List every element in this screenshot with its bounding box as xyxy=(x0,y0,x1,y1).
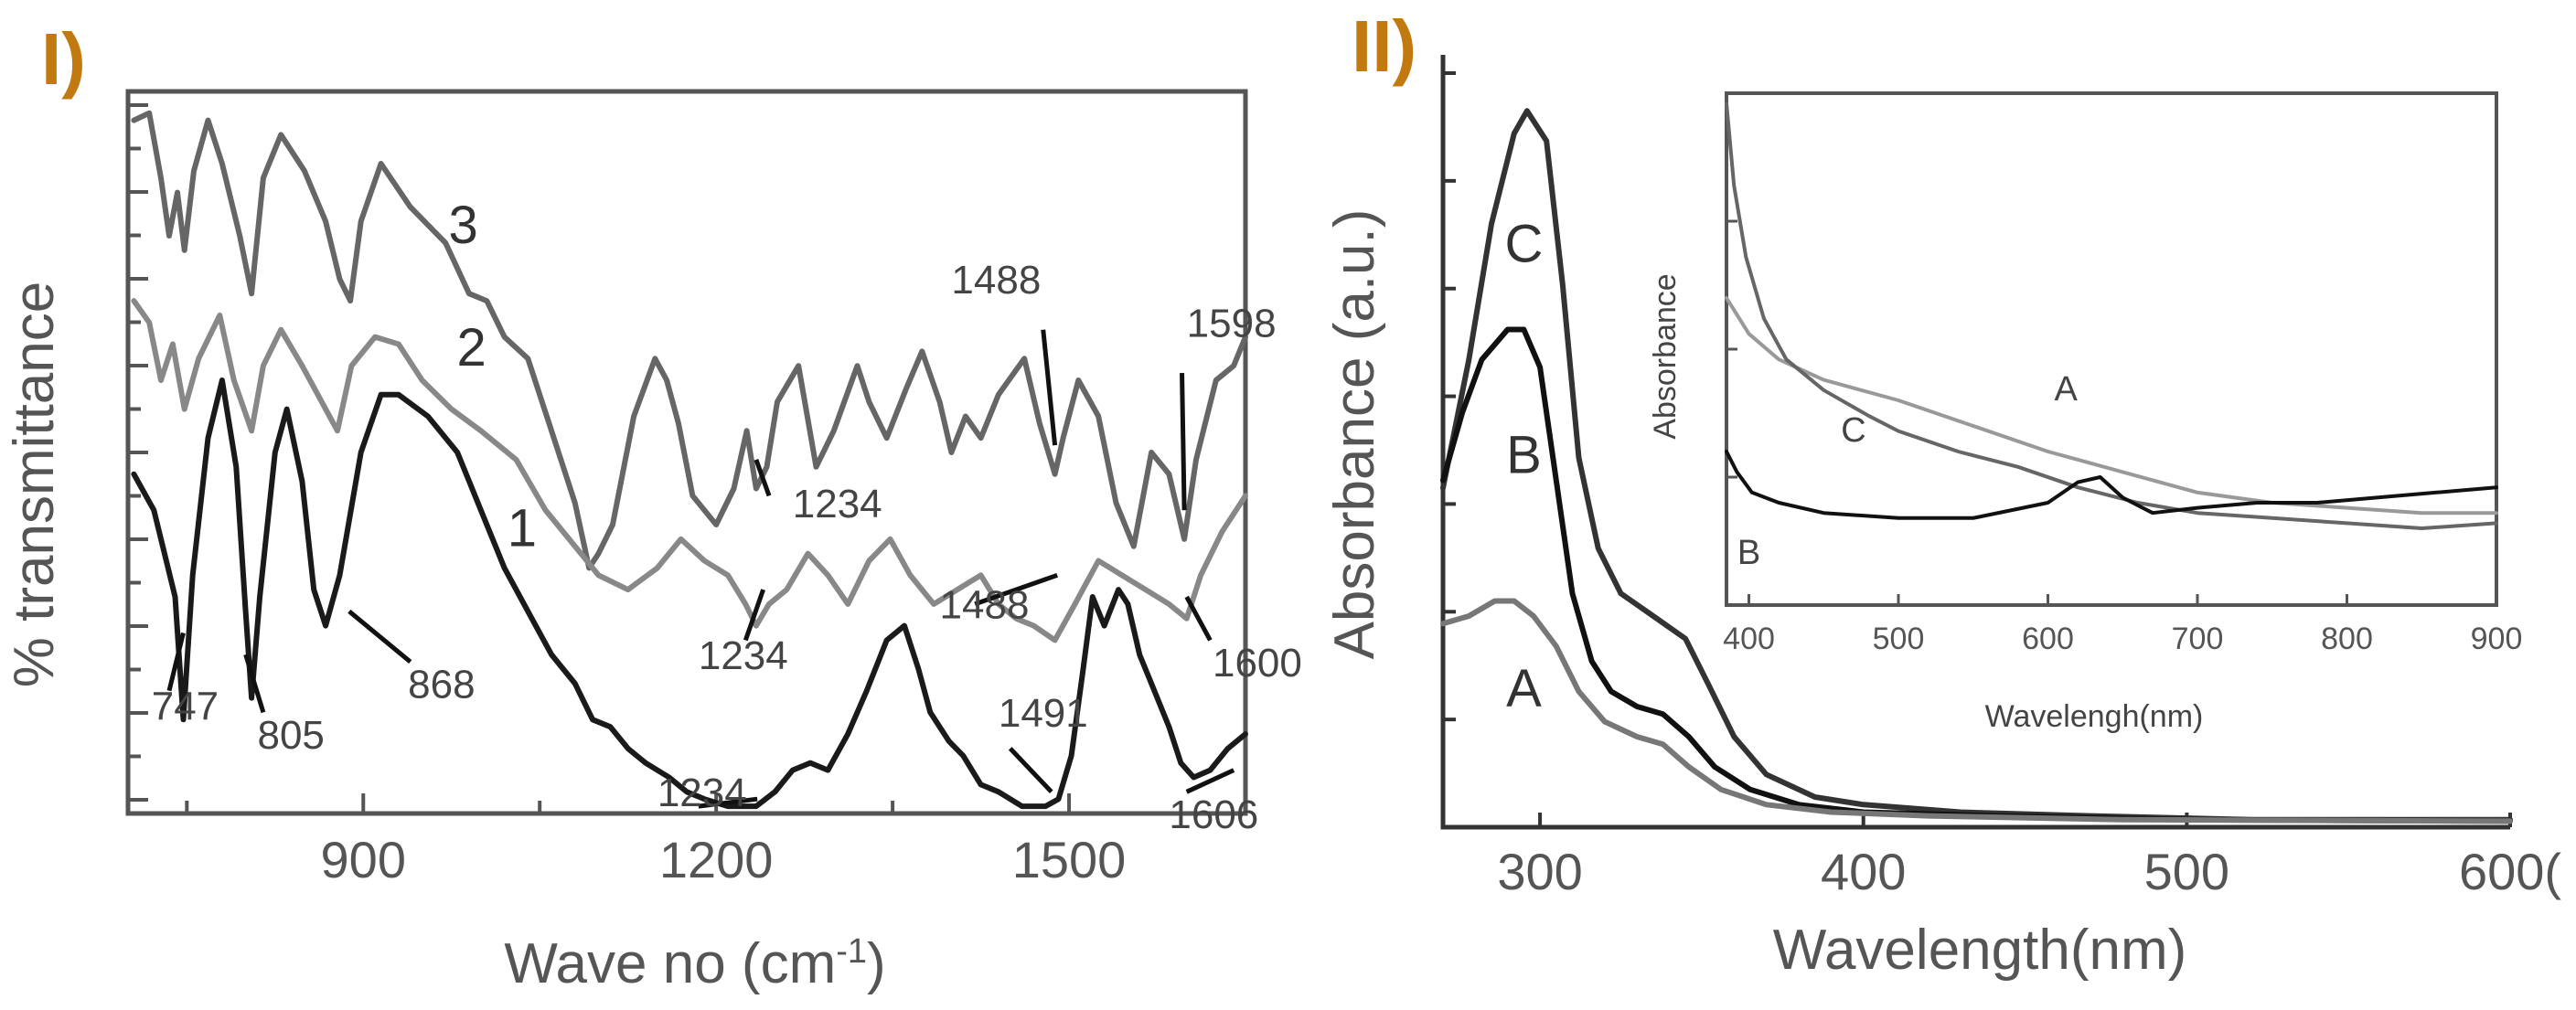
panel-1-annotation: 1598 xyxy=(1187,302,1277,346)
panel-1-curve-label-1: 1 xyxy=(508,499,537,558)
panel-1-annotation-leader xyxy=(743,589,765,642)
inset-curve-label-c: C xyxy=(1841,411,1865,450)
inset-series-a xyxy=(1725,296,2498,516)
inset-x-ticks: 400 500 600 700 800 900 xyxy=(1723,594,2522,656)
panel-1-x-axis-title-close: ) xyxy=(867,932,886,995)
panel-1-series-3 xyxy=(131,110,1248,571)
panel-2-y-axis-title: Absorbance (a.u.) xyxy=(1323,209,1386,660)
inset-series-c xyxy=(1725,101,2498,530)
panel-1-annotation-leader xyxy=(974,572,1059,607)
inset-plot-frame xyxy=(1725,91,2498,607)
panel-2-series-c xyxy=(1440,108,2513,823)
panel-1-annotation-leader xyxy=(1185,768,1235,794)
panel-2-curve-label-c: C xyxy=(1504,214,1543,273)
panel-1-annotation: 1488 xyxy=(951,258,1041,303)
panel-1-annotation: 1234 xyxy=(793,482,882,526)
inset-x-tick-label: 500 xyxy=(1873,622,1925,656)
panel-1-annotation-leader xyxy=(1184,595,1213,642)
inset-y-ticks xyxy=(1726,219,1737,479)
panel-1-annotation-leader xyxy=(347,609,412,664)
inset-x-axis-title: Wavelengh(nm) xyxy=(1985,699,2204,734)
inset-chart: 400 500 600 700 800 900 A C B Absorbance Wavele… xyxy=(1648,91,2522,734)
panel-1-x-tick-label: 1500 xyxy=(1012,831,1127,888)
panel-2-x-axis-title: Wavelength(nm) xyxy=(1773,919,2187,982)
panel-2-series xyxy=(1440,108,2513,824)
inset-curve-label-a: A xyxy=(2054,370,2078,409)
panel-2-curve-labels: C B A xyxy=(1504,214,1543,718)
panel-1-annotation: 1234 xyxy=(699,633,788,678)
panel-1-annotation: 1491 xyxy=(999,691,1088,736)
panel-2-x-tick-label: 300 xyxy=(1497,843,1582,900)
panel-1-annotation-leader xyxy=(1008,747,1053,794)
panel-2-x-tick-label: 600( xyxy=(2459,843,2561,900)
inset-x-tick-label: 800 xyxy=(2321,622,2373,656)
panel-1-x-tick-label: 900 xyxy=(321,831,406,888)
panel-1-y-ticks xyxy=(128,103,148,802)
panel-1-x-tick-label: 1200 xyxy=(659,831,774,888)
panel-1-annotations: 747 805 868 1234 1234 1234 1488 1598 1488 1600 149… xyxy=(152,258,1302,837)
inset-x-tick-label: 600 xyxy=(2022,622,2074,656)
panel-2-curve-label-b: B xyxy=(1506,425,1542,484)
panel-2: II) 300 400 500 600( CBA Absorbance (a.u.) … xyxy=(1323,5,2561,982)
panel-1-label: I) xyxy=(41,18,86,100)
panel-1-curve-label-2: 2 xyxy=(456,318,486,377)
panel-2-curve-label-a: A xyxy=(1506,659,1542,718)
inset-series xyxy=(1725,101,2498,530)
panel-1-annotation-leader xyxy=(243,654,266,714)
panel-1-annotation-leader xyxy=(1180,373,1187,511)
panel-1-annotation-leader xyxy=(754,459,772,497)
panel-2-series-a xyxy=(1440,598,2513,824)
inset-x-tick-label: 700 xyxy=(2172,622,2224,656)
panel-1-annotation: 1600 xyxy=(1213,641,1302,686)
inset-curve-labels: A C B xyxy=(1737,370,2079,572)
panel-1-annotation: 1234 xyxy=(657,771,747,815)
panel-1-annotation: 1488 xyxy=(940,583,1030,628)
panel-1-curve-labels: 3 2 1 xyxy=(448,196,537,558)
inset-series-b xyxy=(1725,450,2498,520)
panel-2-x-tick-label: 500 xyxy=(2144,843,2229,900)
panel-1-x-axis-title-main: Wave no (cm xyxy=(504,932,836,995)
panel-1-x-axis-title: Wave no (cm-1) xyxy=(504,932,885,995)
inset-x-tick-label: 400 xyxy=(1723,622,1775,656)
inset-curve-label-b: B xyxy=(1737,534,1760,572)
panel-1-annotation-leader xyxy=(698,796,758,809)
inset-y-axis-title: Absorbance xyxy=(1648,273,1683,439)
panel-2-label: II) xyxy=(1352,5,1416,87)
panel-1-series-2 xyxy=(131,298,1248,643)
panel-1-annotation: 805 xyxy=(257,713,324,758)
panel-1-annotation-leader xyxy=(166,632,186,692)
panel-1-x-axis-title-sup: -1 xyxy=(836,932,867,971)
panel-2-x-ticks: 300 400 500 600( xyxy=(1497,813,2561,900)
panel-2-x-tick-label: 400 xyxy=(1821,843,1906,900)
panel-1-annotation-leader xyxy=(1041,329,1058,446)
panel-1-curve-label-3: 3 xyxy=(448,196,477,255)
panel-1: I) 900 1200 1500 747 805 868 1234 1234 1234 1488… xyxy=(3,18,1302,995)
panel-1-annotation: 868 xyxy=(408,663,475,707)
panel-2-y-ticks xyxy=(1443,71,1456,829)
panel-1-annotation: 747 xyxy=(152,684,219,728)
inset-x-tick-label: 900 xyxy=(2471,622,2523,656)
panel-1-y-axis-title: % transmittance xyxy=(3,282,66,688)
panel-1-annotation: 1606 xyxy=(1169,792,1258,837)
